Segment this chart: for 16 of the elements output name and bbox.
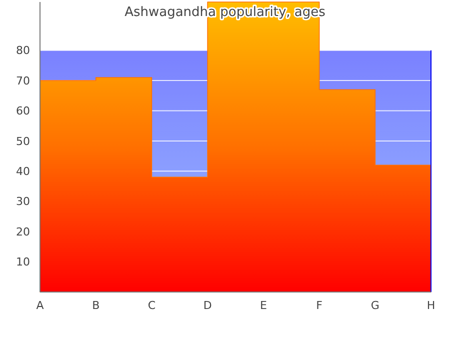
y-tick-label: 70: [16, 74, 30, 88]
y-tick-label: 60: [16, 104, 30, 118]
y-tick-label: 30: [16, 195, 30, 208]
x-tick-label: B: [92, 299, 100, 312]
y-tick-label: 10: [16, 256, 30, 269]
x-tick-label: C: [148, 299, 156, 312]
x-tick-label: E: [260, 299, 267, 312]
y-tick-label: 40: [16, 165, 30, 178]
y-tick-label: 50: [16, 134, 30, 148]
y-tick-label: 20: [16, 225, 30, 238]
x-tick-label: H: [426, 299, 436, 312]
y-tick-label: 80: [16, 44, 30, 58]
x-tick-label: A: [36, 299, 44, 312]
x-tick-label: D: [203, 299, 212, 312]
x-tick-label: F: [316, 299, 322, 312]
x-tick-label: G: [370, 299, 380, 312]
